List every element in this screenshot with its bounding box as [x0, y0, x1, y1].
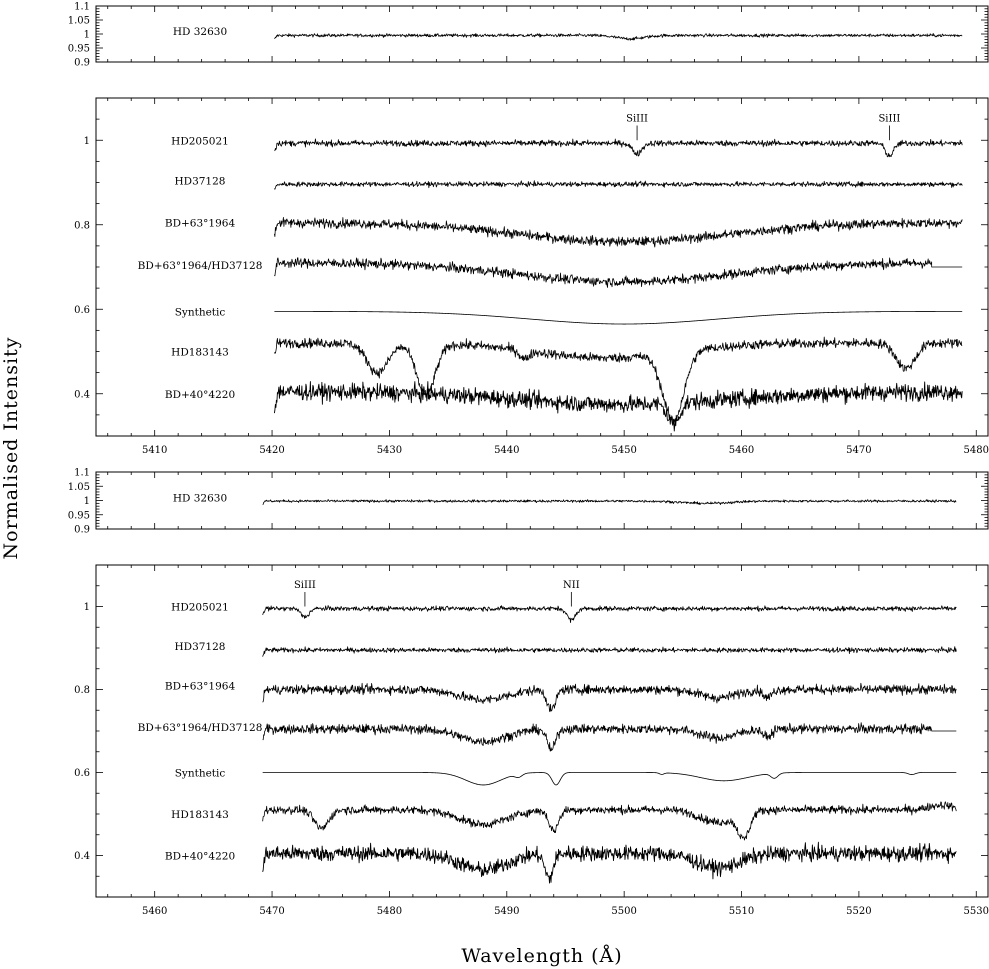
series-label: HD183143 — [171, 347, 229, 359]
panel-reference-bottom: 0.9 0.95 1 1.05 1.1 HD 32630 — [68, 468, 989, 536]
y-tick-label: 0.9 — [74, 58, 90, 69]
series-label: HD183143 — [171, 809, 229, 821]
series-line — [262, 646, 957, 657]
x-tick-label: 5420 — [259, 445, 284, 456]
series-line — [274, 138, 963, 158]
y-tick-label: 0.8 — [74, 220, 90, 231]
x-tick-label: 5480 — [964, 445, 989, 456]
x-tick-label: 5480 — [377, 906, 402, 917]
series-label: BD+63°1964 — [165, 218, 236, 230]
series-line — [274, 217, 963, 248]
panel-frame — [95, 5, 989, 63]
series-label: BD+63°1964/HD37128 — [138, 722, 263, 734]
series-label: BD+63°1964 — [165, 680, 236, 692]
y-tick-label: 1.05 — [68, 482, 90, 493]
x-tick-label: 5500 — [611, 906, 636, 917]
y-tick-label: 1 — [84, 136, 90, 147]
series-line — [262, 801, 957, 841]
y-tick-label: 1.1 — [74, 2, 90, 13]
series-label: HD 32630 — [173, 26, 227, 38]
series-line — [262, 841, 957, 884]
x-tick-label: 5490 — [494, 906, 519, 917]
x-tick-label: 5450 — [611, 445, 636, 456]
x-tick-label: 5520 — [846, 906, 871, 917]
x-tick-label: 5460 — [729, 445, 754, 456]
series-line — [262, 722, 957, 752]
x-axis-title: Wavelength (Å) — [461, 945, 622, 967]
series-label: HD37128 — [175, 641, 226, 653]
y-tick-label: 1 — [84, 496, 90, 507]
y-tick-label: 0.4 — [74, 389, 90, 400]
series-line — [273, 381, 963, 432]
x-tick-label: 5510 — [729, 906, 754, 917]
series-line — [274, 336, 963, 423]
y-tick-label: 1.1 — [74, 468, 90, 479]
y-tick-label: 1 — [84, 30, 90, 41]
series-label: HD 32630 — [173, 493, 227, 505]
panel-spectra-top: 5410 5420 5430 5440 5450 5460 5470 5480 0.4 0.6 0.… — [74, 97, 989, 456]
series-label: BD+40°4220 — [165, 389, 235, 401]
y-tick-label: 0.6 — [74, 768, 90, 779]
series-label: Synthetic — [175, 768, 226, 780]
series-line — [262, 682, 957, 713]
y-tick-label: 0.6 — [74, 305, 90, 316]
annotation-label: SiIII — [878, 113, 900, 124]
x-tick-label: 5530 — [964, 906, 989, 917]
x-tick-label: 5470 — [846, 445, 871, 456]
y-tick-label: 0.4 — [74, 851, 90, 862]
series-line — [262, 772, 957, 786]
series-line — [274, 310, 963, 325]
series-line — [274, 180, 963, 190]
y-tick-label: 0.95 — [68, 44, 90, 55]
series-label: HD37128 — [175, 175, 226, 187]
x-tick-label: 5470 — [259, 906, 284, 917]
y-axis-title: Normalised Intensity — [0, 337, 22, 560]
series-label: BD+63°1964/HD37128 — [138, 260, 263, 272]
x-tick-label: 5430 — [377, 445, 402, 456]
y-tick-label: 0.8 — [74, 685, 90, 696]
panel-reference-top: 0.9 0.95 1 1.05 1.1 HD 32630 — [68, 2, 989, 69]
y-tick-label: 0.9 — [74, 525, 90, 536]
series-label: HD205021 — [171, 602, 229, 614]
series-line — [274, 257, 963, 288]
annotation-label: SiIII — [626, 113, 648, 124]
annotation-label: NII — [563, 580, 580, 591]
series-label: BD+40°4220 — [165, 851, 235, 863]
y-tick-label: 0.95 — [68, 510, 90, 521]
series-label: Synthetic — [175, 306, 226, 318]
annotation-label: SiIII — [294, 580, 316, 591]
x-tick-label: 5410 — [142, 445, 167, 456]
series-line — [262, 605, 957, 624]
y-tick-label: 1 — [84, 602, 90, 613]
x-tick-label: 5440 — [494, 445, 519, 456]
x-tick-label: 5460 — [142, 906, 167, 917]
panel-spectra-bottom: 5460 5470 5480 5490 5500 5510 5520 5530 0.4 0.6 0.… — [74, 564, 989, 917]
series-line — [262, 499, 957, 506]
series-line — [274, 32, 963, 41]
series-label: HD205021 — [171, 135, 229, 147]
y-tick-label: 1.05 — [68, 16, 90, 27]
